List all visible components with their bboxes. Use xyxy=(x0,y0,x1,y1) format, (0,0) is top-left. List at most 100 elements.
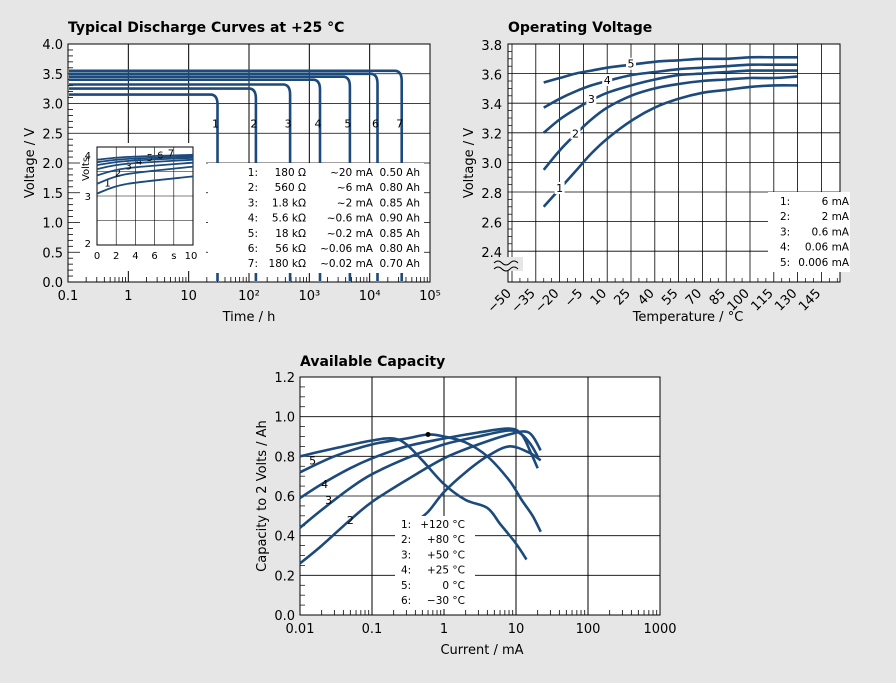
y-tick-label: 3.2 xyxy=(481,128,502,143)
x-tick-label: −20 xyxy=(532,286,562,316)
series-line xyxy=(69,75,352,281)
y-tick-label: 1.0 xyxy=(274,411,295,426)
series-line xyxy=(543,63,798,109)
inset-y-tick-label: 4 xyxy=(85,151,91,162)
series-label: 3 xyxy=(285,117,292,130)
y-tick-label: 3.0 xyxy=(481,157,502,172)
series-label: 4 xyxy=(321,478,328,491)
legend-index: 2: xyxy=(401,534,411,546)
legend-box xyxy=(395,516,475,609)
y-tick-label: 3.6 xyxy=(481,68,502,83)
inset-x-tick-label: 2 xyxy=(113,251,119,262)
legend-index: 1: xyxy=(248,167,258,179)
series-line xyxy=(69,93,219,281)
x-tick-label: 145 xyxy=(796,286,824,314)
x-tick-label: −35 xyxy=(509,286,539,316)
y-tick-label: 3.4 xyxy=(481,98,502,113)
legend-current: ~0.06 mA xyxy=(320,243,374,255)
legend-index: 4: xyxy=(780,242,790,254)
y-tick-label: 0.5 xyxy=(42,246,63,261)
legend-index: 4: xyxy=(248,213,258,225)
x-tick-label: 70 xyxy=(683,286,705,308)
series-line xyxy=(69,72,379,281)
legend-current: 6 mA xyxy=(822,196,850,208)
legend-load: 5.6 kΩ xyxy=(272,213,306,225)
legend-current: ~0.6 mA xyxy=(327,213,374,225)
inset-x-tick-label: 0 xyxy=(94,251,100,262)
y-tick-label: 0.8 xyxy=(274,450,295,465)
inset-y-tick-label: 3 xyxy=(85,192,91,203)
axis-break-mark xyxy=(493,260,519,272)
available-capacity-chart: Available Capacity 0.01 0.1 1 10 100 10000.00… xyxy=(255,354,677,658)
legend-temp: 0 °C xyxy=(442,580,465,592)
series-label: 2 xyxy=(250,117,257,130)
inset-series-line xyxy=(96,161,194,177)
y-tick-label: 2.4 xyxy=(481,246,502,261)
chart-title: Typical Discharge Curves at +25 °C xyxy=(68,20,344,36)
x-tick-label: 1 xyxy=(124,289,132,304)
y-tick-label: 3.0 xyxy=(42,98,63,113)
legend-index: 7: xyxy=(248,258,258,270)
legend-index: 3: xyxy=(780,226,790,238)
discharge-chart: Typical Discharge Curves at +25 °C 0.1 1 1… xyxy=(23,20,441,325)
legend-capacity: 0.50 Ah xyxy=(379,167,420,179)
y-tick-label: 3.5 xyxy=(42,68,63,83)
legend-current: 0.6 mA xyxy=(812,226,850,238)
legend-index: 2: xyxy=(248,182,258,194)
legend-index: 6: xyxy=(248,243,258,255)
y-tick-label: 1.2 xyxy=(274,371,295,386)
series-label: 6 xyxy=(372,117,379,130)
legend-load: 56 kΩ xyxy=(275,243,306,255)
x-axis-label: Current / mA xyxy=(440,643,523,658)
operating-voltage-chart: Operating Voltage −50−35−20 −5 10 25 40 55 70 8… xyxy=(462,20,850,325)
y-tick-label: 2.6 xyxy=(481,216,502,231)
inset-series-line xyxy=(96,175,194,195)
legend-index: 5: xyxy=(401,580,411,592)
series-line xyxy=(69,87,258,281)
series-line xyxy=(69,69,403,281)
y-tick-label: 3.8 xyxy=(481,39,502,54)
x-tick-label: 10³ xyxy=(298,289,320,304)
series-label: 4 xyxy=(604,74,611,87)
series-line xyxy=(543,55,798,84)
inset-series-line xyxy=(96,158,194,170)
y-tick-label: 1.0 xyxy=(42,217,63,232)
legend-current: ~6 mA xyxy=(337,182,374,194)
y-tick-label: 4.0 xyxy=(42,38,63,53)
series-line xyxy=(69,78,322,281)
series-line xyxy=(69,83,292,281)
label-background xyxy=(554,182,565,195)
series-line xyxy=(542,69,798,134)
x-axis-label: Time / h xyxy=(222,310,276,325)
label-background xyxy=(602,74,613,86)
series-line xyxy=(542,84,798,208)
series-line xyxy=(299,427,539,500)
legend-current: 0.06 mA xyxy=(805,242,850,254)
inset-series-line xyxy=(96,153,194,161)
inset-y-axis-label: Volts xyxy=(81,157,92,181)
inset-series-label: 3 xyxy=(125,162,131,173)
inset-series-label: 4 xyxy=(136,156,142,167)
x-tick-label: 1000 xyxy=(643,622,676,637)
legend-load: 560 Ω xyxy=(275,182,306,194)
series-line xyxy=(414,445,542,523)
legend-temp: −30 °C xyxy=(427,595,465,607)
series-label: 5 xyxy=(344,117,351,130)
tick-labels: 0.1 1 10 10² 10³ 10⁴ 10⁵0.00.51.01.52.02.53.03… xyxy=(42,38,441,304)
x-tick-label: 10 xyxy=(588,286,610,308)
legend-index: 5: xyxy=(248,228,258,240)
series-label: 4 xyxy=(314,117,321,130)
legend-capacity: 0.85 Ah xyxy=(379,228,420,240)
inset-series-line xyxy=(96,156,194,166)
legend-capacity: 0.80 Ah xyxy=(379,182,420,194)
legend-current: ~0.2 mA xyxy=(327,228,374,240)
x-tick-label: 0.01 xyxy=(286,622,315,637)
y-tick-label: 0.4 xyxy=(274,530,295,545)
legend-capacity: 0.90 Ah xyxy=(379,213,420,225)
series-label: 5 xyxy=(628,58,635,71)
legend-capacity: 0.85 Ah xyxy=(379,197,420,209)
legend-temp: +80 °C xyxy=(427,534,465,546)
series-label: 7 xyxy=(396,117,403,130)
x-tick-label: 10⁵ xyxy=(419,289,441,304)
